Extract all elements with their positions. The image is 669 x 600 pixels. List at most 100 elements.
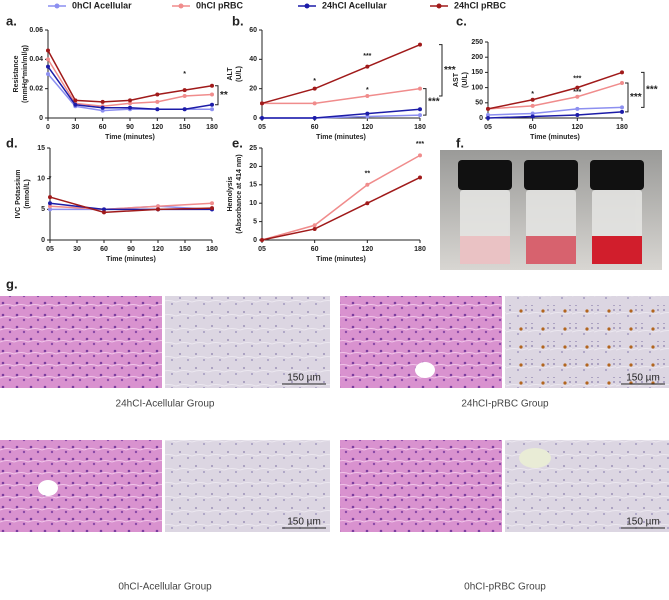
- data-point: [530, 111, 535, 116]
- data-point: [620, 109, 624, 114]
- bracket-label: ***: [646, 85, 658, 96]
- y-tick-label: 0.02: [29, 86, 43, 93]
- y-tick-label: 0: [39, 115, 43, 122]
- data-point: [418, 42, 422, 47]
- data-point: [575, 94, 580, 99]
- y-tick-label: 5: [41, 206, 45, 213]
- x-tick-label: 05: [484, 124, 492, 131]
- y-axis-label: (U/L): [236, 66, 243, 82]
- y-tick-label: 250: [471, 39, 483, 46]
- data-point: [418, 107, 422, 112]
- image-caption: 24hCI-Acellular Group: [116, 399, 215, 410]
- series-line: [261, 154, 421, 241]
- y-tick-label: 60: [249, 27, 257, 34]
- series-line: [49, 202, 213, 211]
- data-point: [365, 111, 370, 116]
- bracket-label: ***: [630, 92, 642, 103]
- x-tick-label: 150: [179, 246, 191, 253]
- data-point: [365, 64, 370, 69]
- series-line: [487, 71, 623, 110]
- x-tick-label: 30: [71, 124, 79, 131]
- x-tick-label: 90: [127, 246, 135, 253]
- data-point: [210, 83, 214, 88]
- data-point: [575, 106, 580, 111]
- data-point: [210, 201, 214, 206]
- significance-bracket: [439, 44, 443, 97]
- x-tick-label: 120: [152, 246, 164, 253]
- y-tick-label: 10: [37, 176, 45, 183]
- data-point: [418, 113, 422, 118]
- x-tick-label: 150: [179, 124, 191, 131]
- image-caption: 0hCI-Acellular Group: [118, 582, 212, 593]
- x-tick-label: 180: [206, 246, 218, 253]
- x-tick-label: 60: [311, 246, 319, 253]
- legend-label: 24hCI Acellular: [322, 0, 387, 10]
- data-point: [486, 112, 490, 117]
- x-axis-label: Time (minutes): [530, 134, 580, 141]
- data-point: [73, 98, 78, 103]
- y-axis-label: (mmHg*min/ml/g): [22, 45, 29, 103]
- y-tick-label: 0.06: [29, 27, 43, 34]
- data-point: [128, 105, 132, 110]
- x-tick-label: 60: [100, 246, 108, 253]
- data-point: [365, 182, 370, 187]
- data-point: [48, 204, 52, 209]
- y-tick-label: 0.04: [29, 56, 43, 63]
- data-point: [486, 116, 490, 120]
- data-point: [260, 238, 264, 242]
- x-tick-label: 120: [361, 124, 373, 131]
- data-point: [46, 72, 50, 76]
- series-line: [49, 196, 213, 214]
- legend-marker: [436, 3, 442, 9]
- y-axis-label: IVC Potassium: [15, 169, 22, 218]
- series-line: [487, 111, 623, 119]
- y-tick-label: 10: [249, 200, 257, 207]
- data-point: [46, 48, 50, 53]
- x-tick-label: 60: [311, 124, 319, 131]
- x-tick-label: 60: [529, 124, 537, 131]
- data-point: [365, 114, 370, 119]
- data-point: [48, 195, 52, 200]
- significance-mark: *: [49, 176, 52, 183]
- x-tick-label: 180: [616, 124, 628, 131]
- significance-bracket: [625, 82, 629, 113]
- data-point: [155, 92, 160, 97]
- panel-label: g.: [6, 276, 18, 291]
- data-point: [418, 153, 422, 158]
- significance-mark: **: [365, 171, 371, 178]
- x-tick-label: 05: [258, 124, 266, 131]
- panel-label: d.: [6, 135, 18, 150]
- y-tick-label: 20: [249, 86, 257, 93]
- image-caption: 0hCI-pRBC Group: [464, 582, 546, 593]
- series-line: [262, 87, 421, 105]
- data-point: [530, 103, 535, 108]
- data-point: [46, 64, 50, 69]
- y-tick-label: 0: [253, 115, 257, 122]
- significance-mark: ***: [573, 89, 581, 96]
- data-point: [48, 201, 52, 206]
- data-point: [100, 108, 105, 113]
- legend-label: 24hCI pRBC: [454, 0, 507, 10]
- data-point: [530, 97, 535, 102]
- scale-label: 150 µm: [626, 373, 660, 384]
- bracket-label: ***: [444, 65, 456, 76]
- legend-marker: [178, 3, 184, 9]
- series-line: [487, 82, 623, 110]
- x-tick-label: 05: [258, 246, 266, 253]
- legend-marker: [304, 3, 310, 9]
- data-point: [73, 102, 78, 107]
- series-line: [261, 176, 421, 241]
- data-point: [155, 99, 160, 104]
- data-point: [182, 107, 187, 112]
- data-point: [312, 86, 317, 91]
- data-point: [102, 210, 106, 215]
- data-point: [418, 86, 422, 91]
- panel-label: f.: [456, 135, 464, 150]
- y-tick-label: 5: [253, 218, 257, 225]
- y-tick-label: 0: [41, 237, 45, 244]
- significance-mark: *: [531, 91, 534, 98]
- x-tick-label: 60: [99, 124, 107, 131]
- x-tick-label: 120: [151, 124, 163, 131]
- significance-bracket: [215, 85, 219, 106]
- data-point: [486, 106, 490, 111]
